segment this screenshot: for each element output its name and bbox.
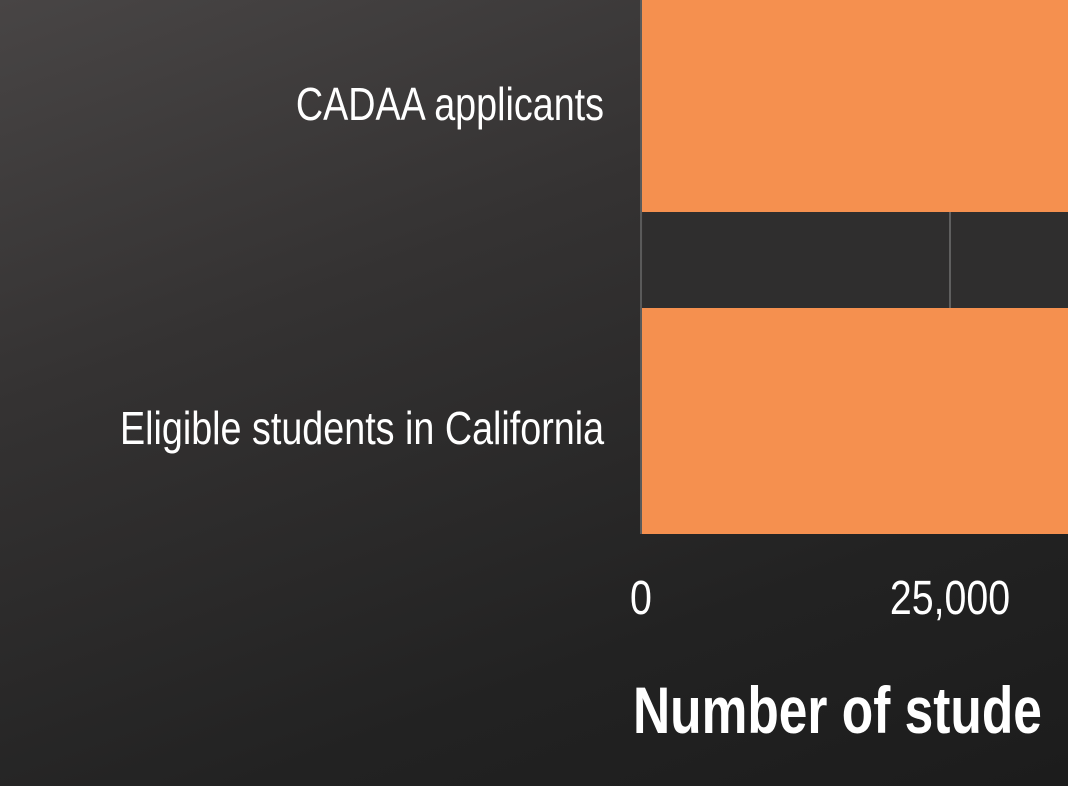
plot-band: [643, 212, 1068, 308]
bar-cadaa-applicants: [642, 0, 1068, 212]
bars: [642, 0, 1068, 534]
category-label-eligible-students: Eligible students in California: [120, 402, 605, 453]
x-tick-label-0: 0: [630, 571, 652, 625]
category-label-cadaa-applicants: CADAA applicants: [296, 78, 604, 129]
x-axis-title: Number of stude: [633, 673, 1042, 748]
x-tick-label-25000: 25,000: [890, 571, 1010, 625]
bar-eligible-students: [642, 308, 1068, 534]
